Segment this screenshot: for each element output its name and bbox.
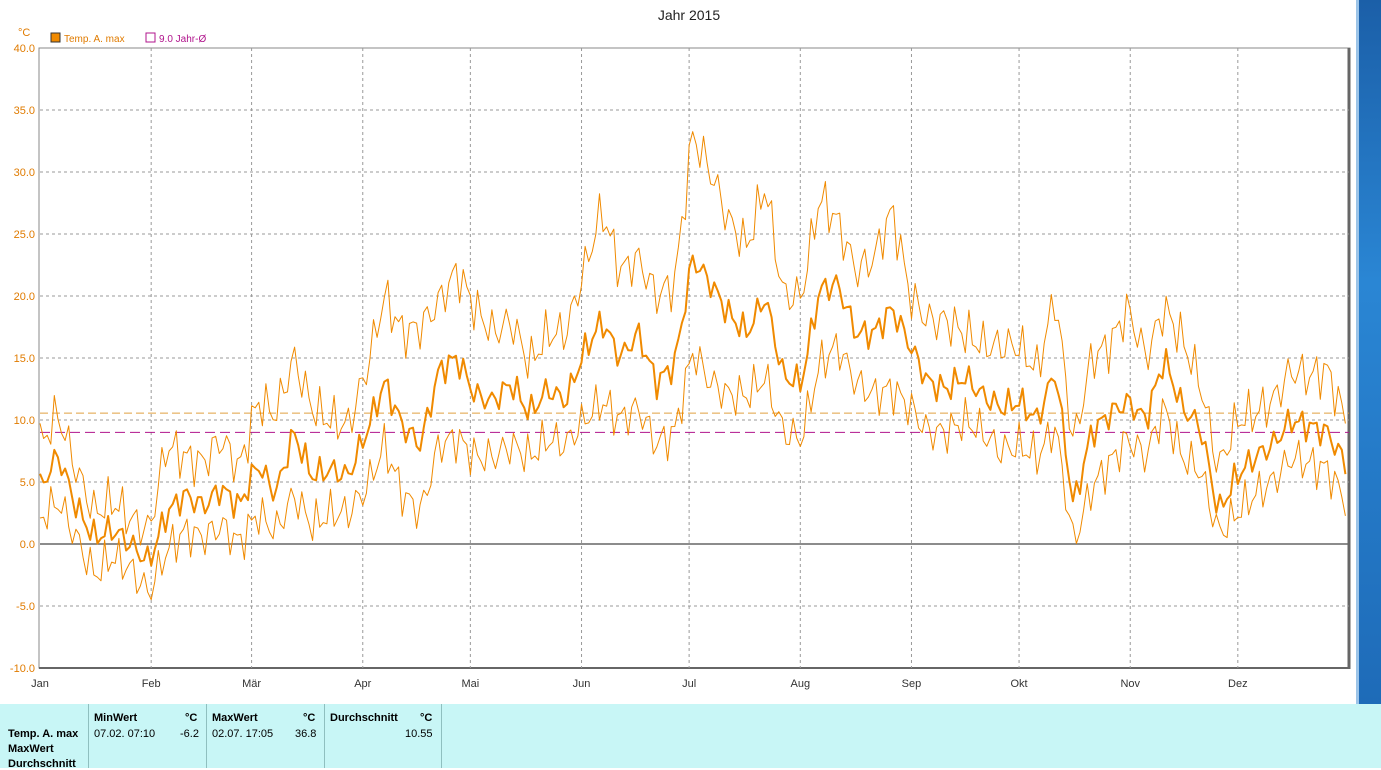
reference-lines xyxy=(40,412,1349,433)
stats-panel: Temp. A. max MaxWert Durchschnitt MinWer… xyxy=(0,704,1381,770)
stats-row-label: Temp. A. max xyxy=(8,728,79,740)
series-layer xyxy=(39,131,1347,601)
stats-header-max: MaxWert xyxy=(212,712,258,724)
x-tick-label: Jun xyxy=(573,678,591,690)
legend-label-avg: 9.0 Jahr-Ø xyxy=(159,34,206,45)
x-tick-label: Nov xyxy=(1120,678,1140,690)
temperature-chart: Jahr 2015 °C Temp. A. max 9.0 Jahr-Ø 40.… xyxy=(10,7,1351,690)
window-edge xyxy=(1356,0,1381,704)
legend: Temp. A. max 9.0 Jahr-Ø xyxy=(50,32,206,45)
y-tick-label: -10.0 xyxy=(10,663,35,675)
y-tick-label: 20.0 xyxy=(14,291,35,303)
stats-divider xyxy=(324,704,325,768)
stats-divider xyxy=(206,704,207,768)
x-tick-label: Okt xyxy=(1010,678,1027,690)
y-tick-label: 10.0 xyxy=(14,415,35,427)
stats-min-date: 07.02. 07:10 xyxy=(94,728,156,740)
x-tick-label: Jul xyxy=(682,678,696,690)
y-tick-label: 5.0 xyxy=(20,477,35,489)
y-tick-label: 25.0 xyxy=(14,229,35,241)
legend-swatch-avg xyxy=(145,32,156,43)
y-axis: 40.0 35.0 30.0 25.0 20.0 15.0 10.0 5.0 0.0 -5.0 -1… xyxy=(10,43,35,675)
stats-unit-max: °C xyxy=(303,712,316,724)
y-tick-label: 0.0 xyxy=(20,539,35,551)
x-axis: Jan Feb Mär Apr Mai Jun Jul Aug Sep Okt Nov Dez xyxy=(31,678,1247,690)
series-lower-band xyxy=(39,333,1346,601)
y-tick-label: 40.0 xyxy=(14,43,35,55)
stats-row-label: MaxWert xyxy=(8,743,54,755)
stats-header-min: MinWert xyxy=(94,712,138,724)
stats-min-value: -6.2 xyxy=(180,728,199,740)
stats-max-date: 02.07. 17:05 xyxy=(212,728,274,740)
x-tick-label: Mai xyxy=(461,678,479,690)
stats-avg-value: 10.55 xyxy=(405,728,433,740)
x-tick-label: Sep xyxy=(902,678,922,690)
stats-row-label: Durchschnitt xyxy=(8,758,76,770)
stats-header-avg: Durchschnitt xyxy=(330,712,398,724)
stats-max-value: 36.8 xyxy=(295,728,317,740)
legend-swatch-temp xyxy=(50,32,61,43)
y-unit-label: °C xyxy=(18,27,30,39)
stats-unit-min: °C xyxy=(185,712,198,724)
x-tick-label: Mär xyxy=(242,678,261,690)
chart-title: Jahr 2015 xyxy=(658,7,720,23)
x-tick-label: Apr xyxy=(354,678,371,690)
y-tick-label: -5.0 xyxy=(16,601,35,613)
x-tick-label: Feb xyxy=(142,678,161,690)
stats-divider xyxy=(441,704,442,768)
grid xyxy=(40,48,1349,668)
series-upper-band xyxy=(39,131,1346,546)
legend-label-temp: Temp. A. max xyxy=(64,34,125,45)
series-temp-a-max xyxy=(39,254,1347,567)
x-tick-label: Dez xyxy=(1228,678,1248,690)
stats-unit-avg: °C xyxy=(420,712,433,724)
window-edge-highlight xyxy=(1356,0,1359,704)
y-tick-label: 35.0 xyxy=(14,105,35,117)
x-tick-label: Aug xyxy=(791,678,811,690)
y-tick-label: 15.0 xyxy=(14,353,35,365)
stats-divider xyxy=(88,704,89,768)
y-tick-label: 30.0 xyxy=(14,167,35,179)
x-tick-label: Jan xyxy=(31,678,49,690)
